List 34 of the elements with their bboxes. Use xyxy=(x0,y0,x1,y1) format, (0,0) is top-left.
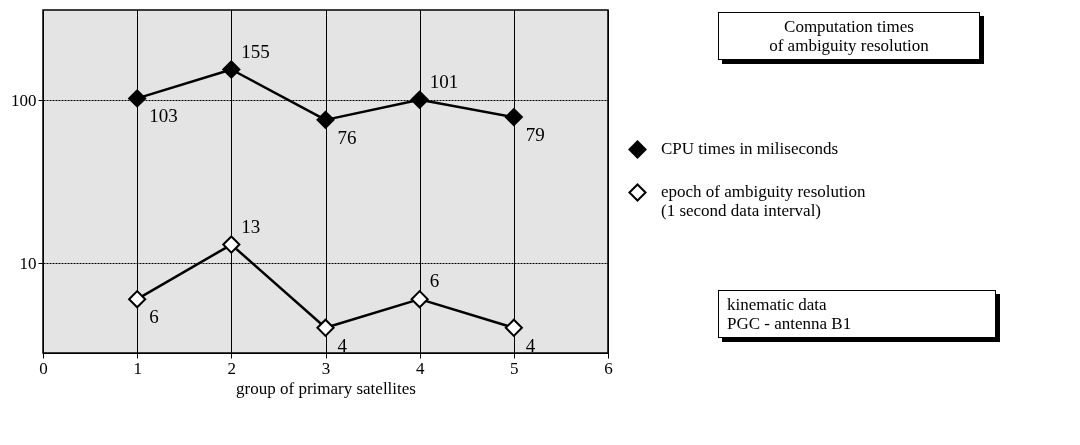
data-label: 76 xyxy=(337,126,357,148)
data-label: 79 xyxy=(525,124,545,146)
point xyxy=(316,110,335,129)
x-tick-label: 4 xyxy=(415,358,425,378)
point xyxy=(504,108,523,127)
data-label: 103 xyxy=(149,105,178,127)
x-tick-label: 2 xyxy=(227,358,237,378)
data-label: 6 xyxy=(149,306,159,328)
x-tick-label: 5 xyxy=(510,358,519,378)
legend-label: CPU times in miliseconds xyxy=(661,138,839,158)
y-tick-label: 10 xyxy=(19,253,37,273)
point xyxy=(504,318,523,337)
data-label: 4 xyxy=(337,334,348,356)
data-label: 6 xyxy=(429,270,440,292)
x-axis-title: group of primary satellites xyxy=(236,378,416,398)
point xyxy=(316,318,335,337)
point xyxy=(410,290,429,309)
point xyxy=(128,290,147,309)
point xyxy=(222,60,241,79)
data-label: 101 xyxy=(429,70,459,92)
legend-label: epoch of ambiguity resolution (1 second data interval) xyxy=(661,181,866,220)
text: Computation times of ambiguity resolution xyxy=(718,12,980,60)
x-tick-label: 0 xyxy=(39,358,48,378)
x-tick-label: 6 xyxy=(604,358,613,378)
point xyxy=(410,90,429,109)
point xyxy=(128,89,147,108)
data-label: 155 xyxy=(241,40,270,62)
text: kinematic data PGC - antenna B1 xyxy=(718,290,996,338)
data-label: 4 xyxy=(525,334,536,356)
x-tick-label: 1 xyxy=(133,358,142,378)
point xyxy=(222,235,241,254)
data-label: 13 xyxy=(241,215,261,237)
x-tick-label: 3 xyxy=(321,358,331,378)
y-tick-label: 100 xyxy=(11,90,37,110)
